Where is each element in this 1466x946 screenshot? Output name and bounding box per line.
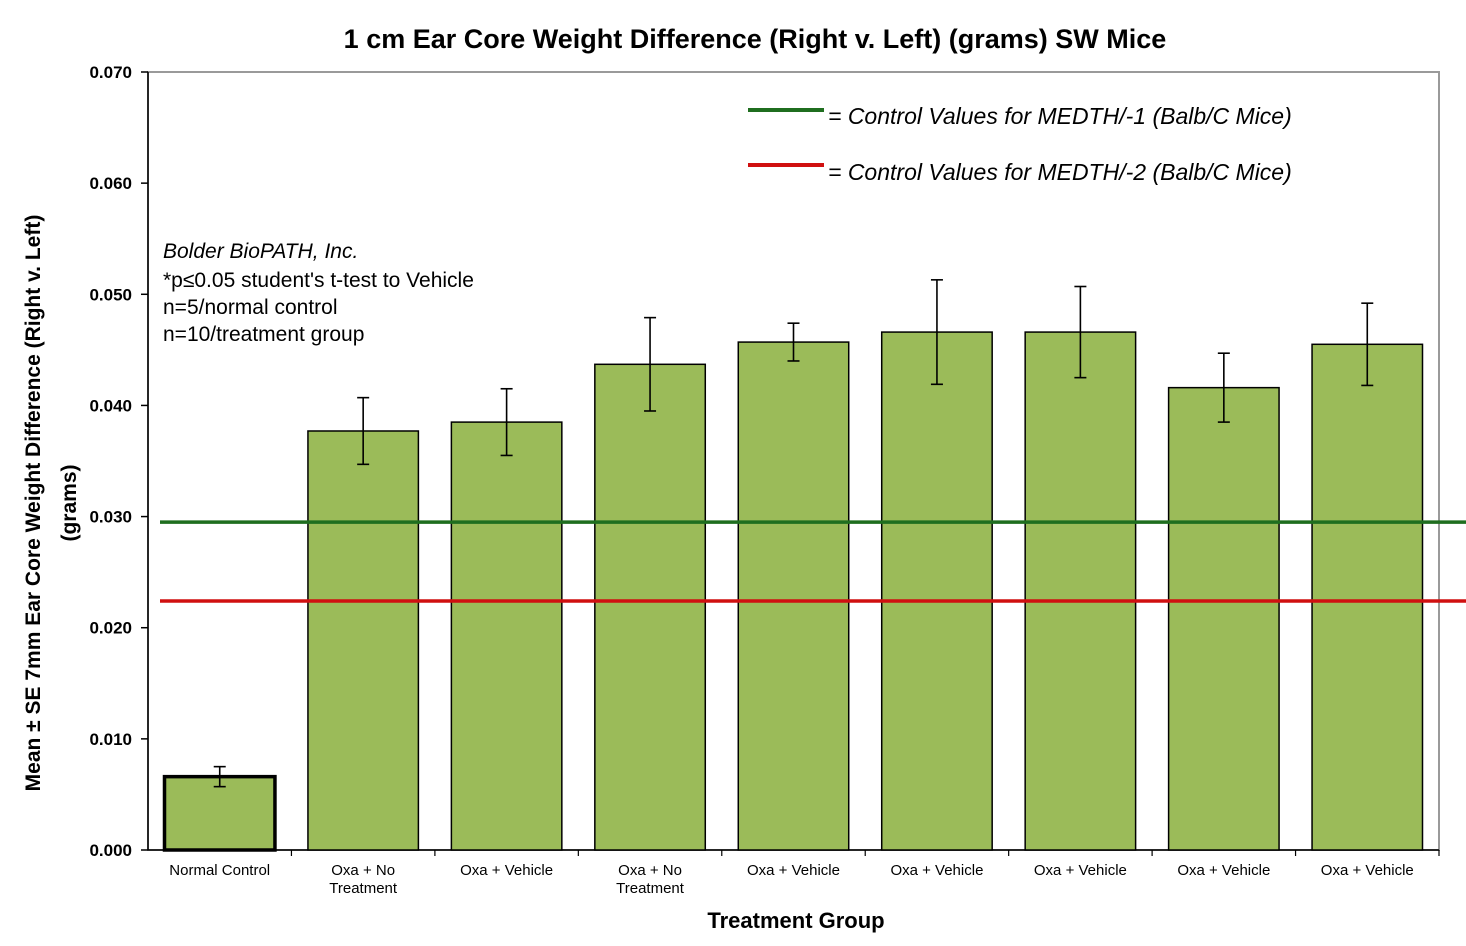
legend: = Control Values for MEDTH/-1 (Balb/C Mi… bbox=[748, 103, 1292, 185]
x-tick-label: Oxa + Vehicle bbox=[1177, 862, 1270, 879]
x-tick-label: Oxa + Vehicle bbox=[1034, 862, 1127, 879]
x-tick-label: Oxa + Vehicle bbox=[747, 862, 840, 879]
y-tick-label: 0.030 bbox=[89, 508, 132, 527]
y-tick-label: 0.050 bbox=[89, 285, 132, 304]
bar bbox=[450, 421, 563, 851]
chart-title: 1 cm Ear Core Weight Difference (Right v… bbox=[344, 24, 1167, 54]
y-tick-label: 0.070 bbox=[89, 63, 132, 82]
x-tick-label: Oxa + Vehicle bbox=[1321, 862, 1414, 879]
note-n-treatment: n=10/treatment group bbox=[163, 323, 364, 346]
y-axis-label-line1: Mean ± SE 7mm Ear Core Weight Difference… bbox=[22, 215, 45, 792]
note-company: Bolder BioPATH, Inc. bbox=[163, 240, 358, 263]
bars-group bbox=[162, 331, 1424, 852]
y-tick-label: 0.010 bbox=[89, 730, 132, 749]
x-tick-label: Oxa + Vehicle bbox=[890, 862, 983, 879]
y-tick-label: 0.040 bbox=[89, 396, 132, 415]
y-axis-ticks: 0.000 0.010 0.020 0.030 0.040 0.050 0.060 0.070 bbox=[89, 63, 148, 860]
bar bbox=[737, 341, 850, 851]
x-axis-label: Treatment Group bbox=[707, 908, 884, 933]
x-tick-label: Normal Control bbox=[169, 862, 270, 879]
note-significance: *p≤0.05 student's t-test to Vehicle bbox=[163, 269, 474, 292]
bar bbox=[307, 430, 420, 851]
y-tick-label: 0.060 bbox=[89, 174, 132, 193]
x-tick-label: Oxa + No Treatment bbox=[329, 862, 398, 897]
bar bbox=[1311, 343, 1424, 851]
error-bars-group bbox=[213, 279, 1374, 788]
bar bbox=[162, 774, 277, 852]
x-axis-categories: Normal Control Oxa + No Treatment Oxa + Veh… bbox=[169, 850, 1440, 897]
y-tick-label: 0.020 bbox=[89, 619, 132, 638]
reference-lines-group bbox=[160, 520, 1466, 603]
bar bbox=[1167, 386, 1280, 851]
y-axis-label: Mean ± SE 7mm Ear Core Weight Difference… bbox=[22, 215, 81, 792]
x-tick-label: Oxa + No Treatment bbox=[616, 862, 685, 897]
bar bbox=[1024, 331, 1137, 851]
legend-label-medth-1: = Control Values for MEDTH/-1 (Balb/C Mi… bbox=[828, 103, 1292, 129]
annotation-notes: Bolder BioPATH, Inc. *p≤0.05 student's t… bbox=[163, 240, 474, 346]
bar bbox=[880, 331, 993, 851]
y-tick-label: 0.000 bbox=[89, 841, 132, 860]
note-n-normal: n=5/normal control bbox=[163, 296, 338, 319]
y-axis-label-line2: (grams) bbox=[58, 464, 81, 541]
legend-label-medth-2: = Control Values for MEDTH/-2 (Balb/C Mi… bbox=[828, 159, 1292, 185]
bar bbox=[594, 363, 707, 851]
x-tick-label: Oxa + Vehicle bbox=[460, 862, 553, 879]
